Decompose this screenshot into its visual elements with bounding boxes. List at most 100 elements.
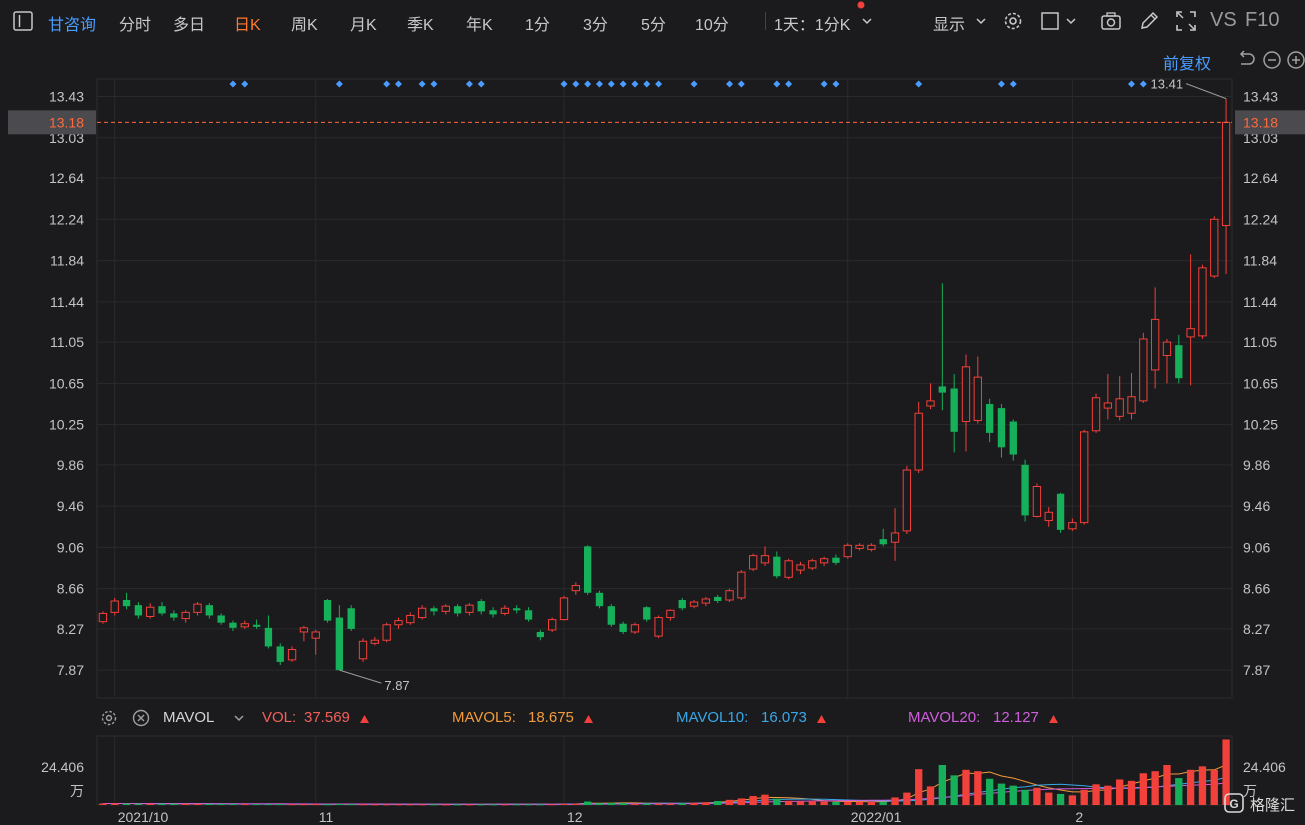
volume-bar — [146, 803, 154, 805]
volume-bar — [1139, 773, 1147, 805]
volume-bar — [347, 804, 355, 806]
candle-up — [441, 605, 450, 612]
candle-down — [264, 627, 273, 647]
zoom-out-icon[interactable] — [1262, 50, 1282, 70]
event-marker — [997, 80, 1005, 88]
pencil-icon[interactable] — [1138, 10, 1160, 32]
gear-icon[interactable] — [1002, 10, 1024, 32]
volume-bar — [548, 804, 556, 806]
candle-down — [453, 606, 462, 614]
candle-down — [252, 624, 261, 627]
candle-up — [311, 631, 320, 639]
chevron-down-icon[interactable] — [860, 12, 874, 30]
price-tick-right: 12.64 — [1243, 170, 1278, 186]
candle-down — [832, 557, 840, 563]
mavol20-value: 12.127 — [993, 709, 1039, 726]
event-marker — [915, 80, 923, 88]
candle-up — [961, 366, 971, 423]
candle-up — [1044, 511, 1053, 522]
current-price-box-right — [1235, 110, 1305, 135]
zoom-in-icon[interactable] — [1286, 50, 1305, 70]
adjust-price-button[interactable]: 前复权 — [1163, 56, 1212, 73]
event-marker — [241, 80, 249, 88]
checkbox-icon[interactable] — [1040, 10, 1062, 32]
stock-name[interactable]: 甘咨询 — [48, 17, 97, 34]
candle-down — [714, 596, 722, 602]
event-marker — [643, 80, 651, 88]
undo-icon[interactable] — [1237, 50, 1257, 70]
event-markers — [229, 80, 1147, 88]
volume-bar — [714, 800, 722, 805]
candle-down — [335, 617, 344, 671]
volume-bar — [844, 801, 852, 805]
volume-bar — [855, 801, 864, 805]
volume-bar — [1104, 785, 1112, 805]
event-marker — [430, 80, 438, 88]
volume-bar — [394, 804, 403, 806]
candle-up — [796, 564, 805, 571]
tab-period-10[interactable]: 10分 — [695, 17, 729, 34]
tab-period-6[interactable]: 年K — [466, 17, 493, 34]
candle-down — [217, 615, 225, 623]
candle-up — [890, 532, 900, 543]
volume-bar — [312, 804, 320, 806]
time-axis-label: 2022/01 — [851, 809, 902, 825]
tab-period-4[interactable]: 月K — [350, 17, 377, 34]
volume-pane-border — [96, 735, 1233, 806]
tab-period-0[interactable]: 分时 — [119, 17, 152, 34]
f10-button[interactable]: F10 — [1245, 9, 1280, 31]
vs-button[interactable]: VS — [1210, 9, 1237, 31]
price-tick-right: 12.24 — [1243, 211, 1278, 227]
close-icon[interactable] — [132, 709, 150, 727]
tab-period-5[interactable]: 季K — [407, 17, 434, 34]
candle-up — [299, 627, 309, 633]
candle-up — [701, 598, 711, 604]
price-tick-left: 10.25 — [49, 417, 84, 433]
candle-down — [1009, 421, 1017, 455]
tab-period-3[interactable]: 周K — [291, 17, 318, 34]
volume-bar — [643, 803, 651, 805]
multi-period-select[interactable]: 1天：1分K — [774, 17, 851, 34]
candle-down — [607, 606, 615, 625]
volume-bar — [264, 804, 273, 806]
event-marker — [773, 80, 781, 88]
chevron-down-icon[interactable] — [974, 12, 988, 30]
volume-bar — [784, 800, 793, 805]
volume-bar — [442, 804, 450, 806]
low-price-label: 7.87 — [384, 678, 409, 693]
tab-period-1[interactable]: 多日 — [173, 17, 206, 34]
indicator-select[interactable]: MAVOL — [163, 709, 215, 726]
candle-up — [819, 558, 829, 564]
candle-up — [1139, 338, 1148, 402]
time-axis-label: 11 — [319, 809, 334, 825]
candle-down — [950, 388, 958, 432]
volume-bar — [915, 769, 923, 805]
tab-period-8[interactable]: 3分 — [583, 17, 608, 34]
display-menu[interactable]: 显示 — [933, 17, 966, 34]
volume-bar — [1222, 739, 1230, 805]
camera-icon[interactable] — [1100, 10, 1122, 32]
candle-down — [773, 556, 781, 577]
candle-up — [465, 604, 474, 613]
price-tick-left: 13.43 — [49, 89, 84, 105]
candle-up — [1127, 396, 1136, 414]
price-tick-left: 9.06 — [57, 539, 84, 555]
sidebar-toggle-icon[interactable] — [12, 10, 34, 32]
mavol20-label: MAVOL20: — [908, 709, 981, 726]
tab-period-9[interactable]: 5分 — [641, 17, 666, 34]
price-tick-right: 11.05 — [1243, 334, 1277, 350]
candle-up — [358, 640, 368, 660]
volume-bar — [1009, 785, 1017, 805]
chevron-down-icon[interactable] — [1064, 12, 1078, 30]
volume-bar — [595, 803, 604, 805]
tab-period-7[interactable]: 1分 — [525, 17, 550, 34]
chevron-down-icon[interactable] — [232, 711, 246, 725]
candle-up — [926, 400, 935, 407]
gear-icon[interactable] — [100, 709, 118, 727]
fullscreen-icon[interactable] — [1175, 10, 1197, 32]
volume-bar — [513, 804, 521, 806]
tab-period-2[interactable]: 日K — [234, 17, 261, 34]
volume-bar — [690, 802, 698, 805]
price-tick-left: 10.65 — [49, 375, 84, 391]
